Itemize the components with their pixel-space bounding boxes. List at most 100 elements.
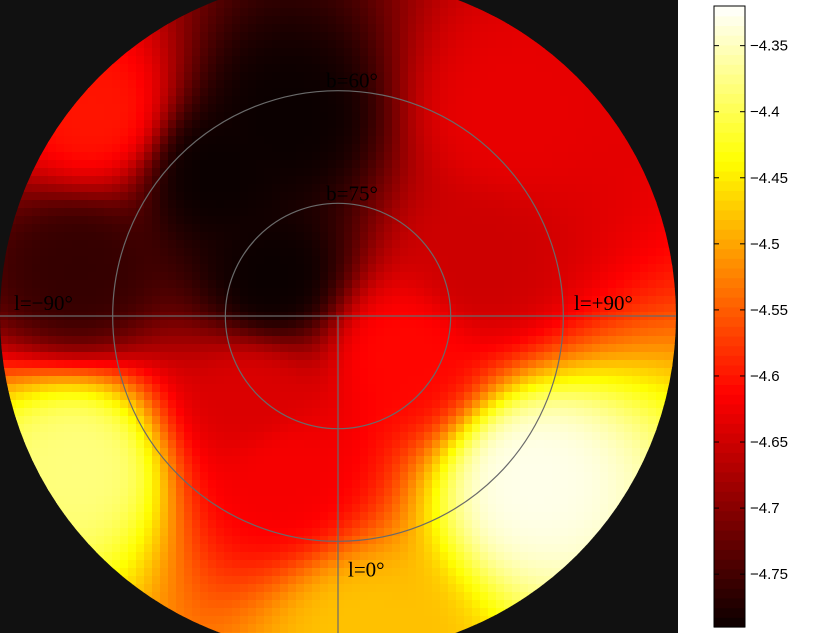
heatmap-cell <box>344 328 353 337</box>
heatmap-cell <box>472 328 481 337</box>
heatmap-cell <box>112 360 121 369</box>
heatmap-cell <box>80 440 89 449</box>
heatmap-cell <box>152 168 161 177</box>
heatmap-cell <box>208 464 217 473</box>
heatmap-cell <box>248 224 257 233</box>
heatmap-cell <box>176 408 185 417</box>
heatmap-cell <box>352 600 361 609</box>
heatmap-cell <box>192 272 201 281</box>
heatmap-cell <box>336 472 345 481</box>
heatmap-cell <box>304 176 313 185</box>
heatmap-cell <box>264 280 273 289</box>
heatmap-cell <box>176 168 185 177</box>
heatmap-cell <box>456 304 465 313</box>
heatmap-cell <box>408 520 417 529</box>
heatmap-cell <box>280 224 289 233</box>
heatmap-cell <box>8 240 17 249</box>
heatmap-cell <box>184 288 193 297</box>
heatmap-cell <box>320 576 329 585</box>
heatmap-cell <box>64 360 73 369</box>
heatmap-cell <box>472 504 481 513</box>
heatmap-cell <box>512 360 521 369</box>
heatmap-cell <box>416 512 425 521</box>
heatmap-cell <box>344 8 353 17</box>
heatmap-cell <box>440 480 449 489</box>
heatmap-cell <box>360 272 369 281</box>
heatmap-cell <box>136 160 145 169</box>
heatmap-cell <box>312 264 321 273</box>
heatmap-cell <box>224 280 233 289</box>
heatmap-cell <box>328 168 337 177</box>
heatmap-cell <box>272 600 281 609</box>
heatmap-cell <box>432 488 441 497</box>
heatmap-cell <box>72 216 81 225</box>
heatmap-cell <box>192 256 201 265</box>
heatmap-cell <box>368 360 377 369</box>
heatmap-cell <box>488 264 497 273</box>
heatmap-cell <box>112 416 121 425</box>
heatmap-cell <box>400 128 409 137</box>
heatmap-cell <box>64 232 73 241</box>
heatmap-cell <box>256 408 265 417</box>
heatmap-cell <box>488 48 497 57</box>
heatmap-cell <box>520 536 529 545</box>
heatmap-cell <box>264 600 273 609</box>
heatmap-cell <box>352 304 361 313</box>
heatmap-cell <box>480 456 489 465</box>
heatmap-cell <box>144 576 153 585</box>
heatmap-cell <box>112 464 121 473</box>
heatmap-cell <box>288 592 297 601</box>
heatmap-cell <box>272 144 281 153</box>
heatmap-cell <box>496 592 505 601</box>
heatmap-cell <box>248 440 257 449</box>
heatmap-cell <box>328 104 337 113</box>
heatmap-cell <box>240 200 249 209</box>
heatmap-cell <box>232 144 241 153</box>
heatmap-cell <box>368 288 377 297</box>
heatmap-cell <box>392 528 401 537</box>
heatmap-cell <box>288 272 297 281</box>
heatmap-cell <box>296 320 305 329</box>
heatmap-cell <box>280 192 289 201</box>
heatmap-cell <box>400 592 409 601</box>
heatmap-cell <box>368 480 377 489</box>
heatmap-cell <box>176 104 185 113</box>
heatmap-cell <box>552 336 561 345</box>
heatmap-cell <box>272 432 281 441</box>
heatmap-cell <box>480 200 489 209</box>
heatmap-cell <box>240 528 249 537</box>
heatmap-cell <box>232 488 241 497</box>
heatmap-cell <box>248 320 257 329</box>
heatmap-cell <box>144 184 153 193</box>
heatmap-cell <box>256 96 265 105</box>
heatmap-cell <box>432 184 441 193</box>
heatmap-cell <box>112 240 121 249</box>
heatmap-cell <box>472 112 481 121</box>
heatmap-cell <box>304 160 313 169</box>
heatmap-cell <box>288 104 297 113</box>
heatmap-cell <box>304 408 313 417</box>
heatmap-cell <box>192 184 201 193</box>
heatmap-cell <box>176 320 185 329</box>
heatmap-cell <box>312 16 321 25</box>
heatmap-cell <box>16 208 25 217</box>
heatmap-cell <box>368 624 377 633</box>
heatmap-cell <box>96 416 105 425</box>
heatmap-cell <box>200 80 209 89</box>
heatmap-cell <box>224 272 233 281</box>
heatmap-cell <box>288 40 297 49</box>
heatmap-cell <box>344 568 353 577</box>
heatmap-cell <box>384 448 393 457</box>
heatmap-cell <box>264 112 273 121</box>
heatmap-cell <box>424 408 433 417</box>
heatmap-cell <box>184 136 193 145</box>
heatmap-cell <box>352 544 361 553</box>
heatmap-cell <box>376 336 385 345</box>
heatmap-cell <box>480 496 489 505</box>
heatmap-cell <box>464 344 473 353</box>
heatmap-cell <box>272 88 281 97</box>
heatmap-cell <box>528 216 537 225</box>
heatmap-cell <box>32 176 41 185</box>
heatmap-cell <box>376 328 385 337</box>
heatmap-cell <box>328 120 337 129</box>
